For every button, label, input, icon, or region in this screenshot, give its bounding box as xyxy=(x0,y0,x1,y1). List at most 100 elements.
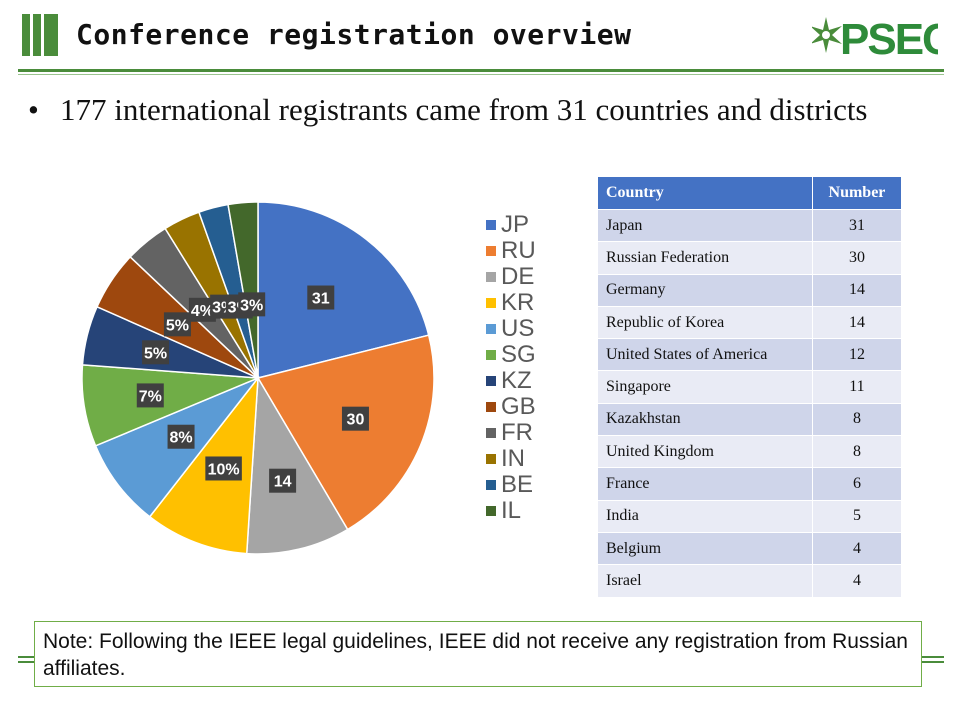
legend-swatch xyxy=(486,428,496,438)
legend-item: KZ xyxy=(486,368,536,394)
country-cell: India xyxy=(597,499,813,533)
number-cell: 6 xyxy=(811,467,903,501)
legend-label: IL xyxy=(501,497,522,524)
number-cell: 8 xyxy=(811,402,903,437)
data-label-box xyxy=(205,456,242,481)
number-cell: 31 xyxy=(811,208,903,243)
legend-label: BE xyxy=(501,471,534,498)
table-row: Singapore 11 xyxy=(597,370,903,404)
data-label-text: 8% xyxy=(169,430,192,447)
pie-slice-il xyxy=(227,201,259,379)
logo-star-icon xyxy=(812,17,842,53)
bullet-dot: • xyxy=(28,92,39,127)
legend-item: FR xyxy=(486,420,536,446)
country-cell: Germany xyxy=(597,273,813,307)
table-row: United States of America 12 xyxy=(597,338,903,372)
legend-item: IN xyxy=(486,446,536,472)
country-cell: France xyxy=(597,467,813,501)
data-label-text: 5% xyxy=(144,345,167,362)
legend-swatch xyxy=(486,506,496,516)
legend-item: BE xyxy=(486,472,536,498)
legend-item: US xyxy=(486,316,536,342)
title-rule xyxy=(18,69,944,72)
data-label-box xyxy=(163,312,191,337)
legend-label: SG xyxy=(501,341,536,368)
country-cell: Israel xyxy=(597,564,813,598)
country-cell: United States of America xyxy=(597,338,813,372)
bullet-point: • 177 international registrants came fro… xyxy=(28,90,906,129)
psec-logo: PSEC xyxy=(812,15,938,64)
table-row: Germany 14 xyxy=(597,273,903,307)
legend-swatch xyxy=(486,480,496,490)
country-cell: Singapore xyxy=(597,370,813,404)
pie-slice-jp xyxy=(257,201,430,379)
title-rule-thin xyxy=(18,74,944,75)
legend-swatch xyxy=(486,402,496,412)
table-row: India 5 xyxy=(597,499,903,533)
bullet-text: 177 international registrants came from … xyxy=(60,92,868,127)
chart-legend: JP RU DE KR US SG KZ GB FR IN BE IL xyxy=(486,212,536,524)
legend-swatch xyxy=(486,350,496,360)
pie-slice-kr xyxy=(148,375,259,555)
data-label-gb: 5% xyxy=(163,312,191,337)
note-box: Note: Following the IEEE legal guideline… xyxy=(34,621,922,687)
legend-item: RU xyxy=(486,238,536,264)
table-row: Japan 31 xyxy=(597,208,903,243)
data-label-box xyxy=(269,468,297,493)
data-label-text: 14 xyxy=(274,474,292,491)
number-cell: 14 xyxy=(811,273,903,307)
number-cell: 4 xyxy=(811,531,903,566)
column-header-number: Number xyxy=(811,176,903,210)
legend-swatch xyxy=(486,246,496,256)
number-cell: 8 xyxy=(811,435,903,469)
table-header-row: Country Number xyxy=(597,176,903,210)
pie-slice-ru xyxy=(256,334,435,531)
table-row: France 6 xyxy=(597,467,903,501)
data-label-box xyxy=(142,340,170,365)
legend-label: KR xyxy=(501,289,535,316)
footer-rule-left xyxy=(18,656,34,658)
legend-item: SG xyxy=(486,342,536,368)
number-cell: 12 xyxy=(811,338,903,372)
data-label-jp: 31 xyxy=(307,285,335,310)
legend-swatch xyxy=(486,454,496,464)
country-cell: United Kingdom xyxy=(597,435,813,469)
table-row: Republic of Korea 14 xyxy=(597,305,903,340)
legend-swatch xyxy=(486,376,496,386)
number-cell: 4 xyxy=(811,564,903,598)
legend-swatch xyxy=(486,272,496,282)
data-label-ru: 30 xyxy=(341,406,369,431)
column-header-country: Country xyxy=(597,176,813,210)
table-row: United Kingdom 8 xyxy=(597,435,903,469)
data-label-kz: 5% xyxy=(142,340,170,365)
data-label-text: 30 xyxy=(347,412,365,429)
data-label-box xyxy=(238,292,266,317)
table-row: Russian Federation 30 xyxy=(597,241,903,275)
legend-label: GB xyxy=(501,393,536,420)
legend-item: JP xyxy=(486,212,536,238)
number-cell: 11 xyxy=(811,370,903,404)
data-label-box xyxy=(136,383,164,408)
data-label-text: 3% xyxy=(240,297,263,314)
footer-rule-right-2 xyxy=(918,661,944,663)
legend-swatch xyxy=(486,220,496,230)
logo-text: PSEC xyxy=(840,15,938,64)
data-label-sg: 7% xyxy=(136,383,164,408)
country-table: Country Number Japan 31 Russian Federation… xyxy=(597,176,903,598)
country-cell: Republic of Korea xyxy=(597,305,813,340)
slide-title: Conference registration overview xyxy=(76,18,632,51)
legend-item: IL xyxy=(486,498,536,524)
legend-swatch xyxy=(486,324,496,334)
footer-rule-right xyxy=(918,656,944,658)
data-label-box xyxy=(307,285,335,310)
data-label-text: 10% xyxy=(208,461,240,478)
table-row: Kazakhstan 8 xyxy=(597,402,903,437)
number-cell: 30 xyxy=(811,241,903,275)
data-label-text: 7% xyxy=(139,388,162,405)
table-row: Belgium 4 xyxy=(597,531,903,566)
country-cell: Japan xyxy=(597,208,813,243)
legend-label: JP xyxy=(501,211,530,238)
data-label-text: 31 xyxy=(312,291,330,308)
legend-item: GB xyxy=(486,394,536,420)
